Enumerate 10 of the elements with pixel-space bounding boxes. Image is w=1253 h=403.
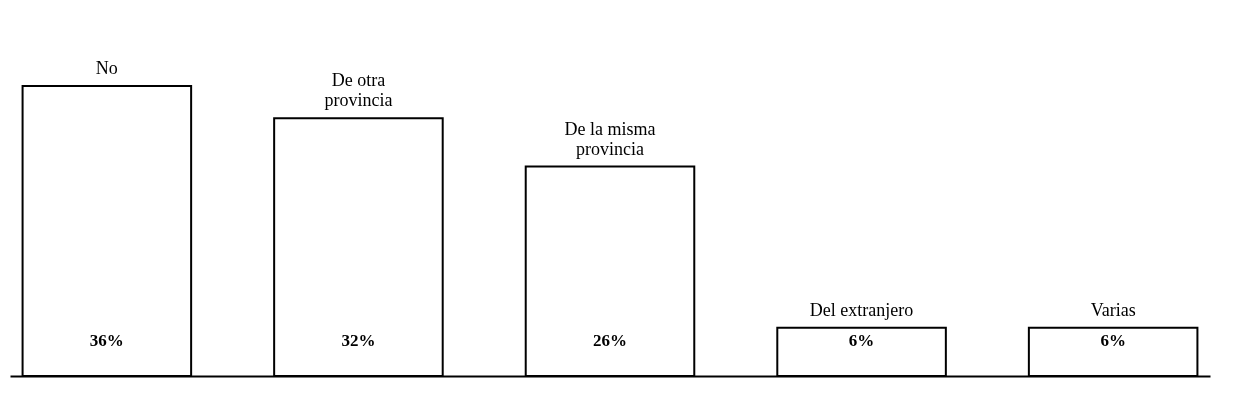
x-tick-label: De otra provincia bbox=[324, 70, 393, 111]
data-label: 36% bbox=[89, 331, 124, 350]
data-label: 32% bbox=[341, 331, 376, 350]
x-tick-label: No bbox=[95, 58, 118, 78]
x-tick-label: De la misma provincia bbox=[564, 118, 656, 159]
data-label: 6% bbox=[1100, 331, 1126, 350]
x-tick-label: Varias bbox=[1090, 299, 1136, 320]
data-label: 26% bbox=[593, 331, 627, 350]
x-tick-label: Del extranjero bbox=[809, 299, 914, 320]
data-label: 6% bbox=[848, 331, 875, 350]
